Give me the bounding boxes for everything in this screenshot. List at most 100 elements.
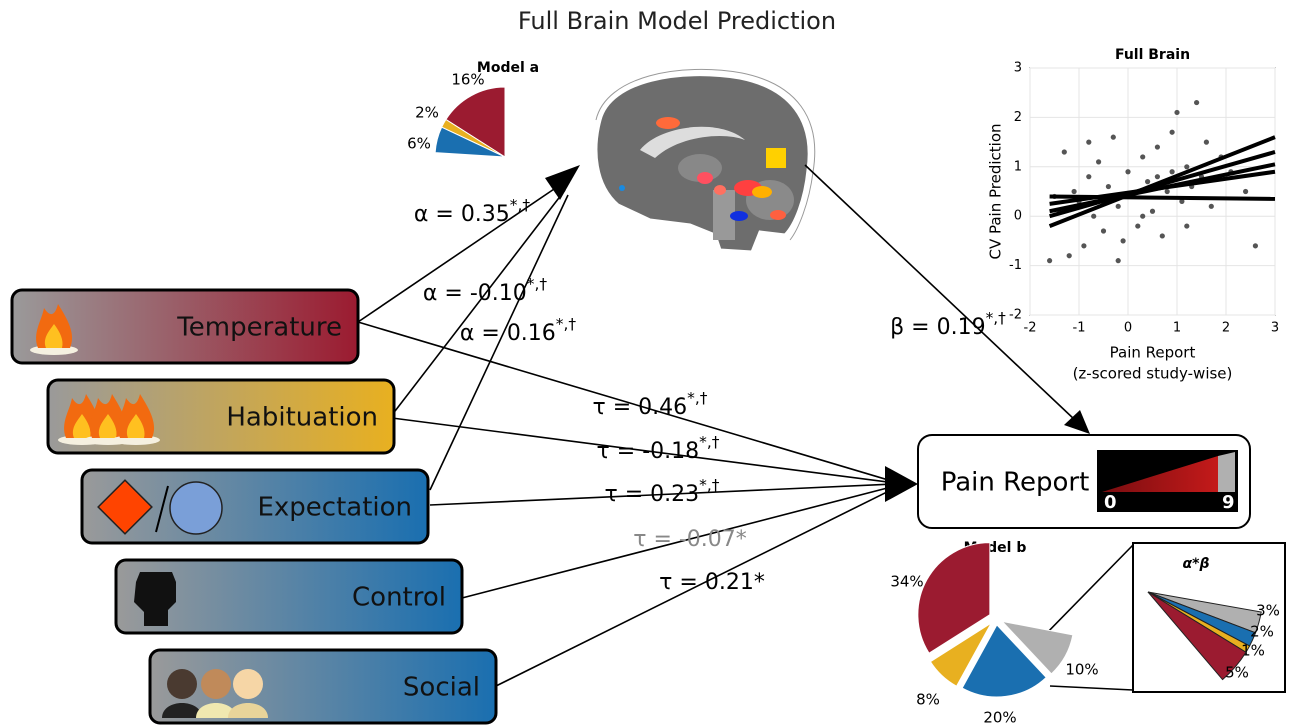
scatter-point: [1209, 204, 1214, 209]
path-coefficient: α = 0.35*,†: [414, 196, 530, 228]
slice-label: 34%: [890, 573, 923, 591]
x-axis-label: (z-scored study-wise): [1073, 365, 1233, 383]
predictor-label: Social: [403, 673, 480, 703]
y-tick-label: -1: [1009, 258, 1022, 273]
y-tick-label: 0: [1014, 209, 1022, 224]
scatter-point: [1101, 228, 1106, 233]
coefficient-sup: *,†: [510, 196, 531, 214]
scatter-point: [1067, 253, 1072, 258]
coefficient-sup: *,†: [699, 433, 720, 451]
coefficient-text: τ = -0.07*: [633, 527, 747, 552]
x-tick-label: -1: [1073, 321, 1086, 336]
scatter-point: [1174, 110, 1179, 115]
x-tick-label: 1: [1173, 321, 1181, 336]
scatter-point: [1194, 100, 1199, 105]
coefficient-text: τ = 0.46: [593, 395, 688, 420]
person-head: [201, 669, 231, 699]
x-tick-label: -2: [1024, 321, 1037, 336]
x-axis-label: Pain Report: [1110, 344, 1196, 362]
coefficient-sup: *,†: [687, 389, 708, 407]
scatter-point: [1253, 243, 1258, 248]
path-coefficient: τ = 0.46*,†: [593, 389, 708, 421]
x-tick-label: 3: [1271, 321, 1279, 336]
scatter-point: [1072, 189, 1077, 194]
predictor-label: Control: [352, 583, 446, 613]
outcome-label: Pain Report: [941, 468, 1090, 498]
scatter-point: [1116, 258, 1121, 263]
predictor-box: Habituation: [48, 380, 394, 453]
scatter-point: [1121, 238, 1126, 243]
scatter-point: [1086, 140, 1091, 145]
scatter-point: [1184, 164, 1189, 169]
person-head: [233, 669, 263, 699]
scatter-point: [1170, 130, 1175, 135]
scatter-point: [1243, 189, 1248, 194]
scatter-point: [1062, 149, 1067, 154]
path-coefficient: α = -0.10*,†: [423, 275, 547, 307]
slice-label: 16%: [451, 71, 484, 89]
predictor-box: Control: [116, 560, 462, 633]
scatter-point: [1096, 159, 1101, 164]
predictor-icon: [162, 669, 268, 718]
slice-label: 20%: [983, 709, 1016, 725]
scatter-point: [1091, 214, 1096, 219]
scatter-point: [1116, 204, 1121, 209]
slice-label: 3%: [1256, 602, 1280, 620]
title: Full Brain Model Prediction: [518, 7, 836, 35]
x-tick-label: 0: [1124, 321, 1132, 336]
path-coefficient: α = 0.16*,†: [460, 315, 576, 347]
path-coefficient: τ = -0.18*,†: [597, 433, 720, 465]
scatter-point: [1155, 174, 1160, 179]
slice-label: 5%: [1225, 664, 1249, 682]
predictor-label: Expectation: [257, 493, 412, 523]
coefficient-sup: *,†: [527, 275, 548, 293]
brain-image: [596, 69, 815, 252]
coefficient-text: α = 0.16: [460, 321, 556, 346]
scatter-point: [1140, 154, 1145, 159]
scale-min: 0: [1104, 492, 1117, 513]
y-tick-label: 3: [1014, 61, 1022, 76]
scatter-point: [1165, 189, 1170, 194]
coefficient-sup: *,†: [556, 315, 577, 333]
scatter-point: [1086, 174, 1091, 179]
coefficient-text: τ = 0.23: [605, 482, 700, 507]
slice-label: 2%: [415, 104, 439, 122]
person-head: [167, 669, 197, 699]
predictor-box: Social: [150, 650, 496, 723]
scale-max: 9: [1222, 492, 1235, 513]
pie-title: Model a: [477, 60, 539, 76]
path-coefficient: τ = 0.23*,†: [605, 476, 720, 508]
scatter-point: [1047, 258, 1052, 263]
scatter-point: [1106, 184, 1111, 189]
scatter-point: [1170, 169, 1175, 174]
arrowhead: [545, 165, 580, 200]
predictor-label: Habituation: [226, 403, 378, 433]
coefficient-text: τ = -0.18: [597, 439, 700, 464]
scatter-point: [1204, 140, 1209, 145]
scatter-point: [1150, 209, 1155, 214]
scatter-point: [1140, 214, 1145, 219]
figure: Full Brain Model Prediction Pain: [0, 0, 1290, 725]
predictor-label: Temperature: [176, 313, 342, 343]
coefficient-sup: *,†: [986, 309, 1007, 327]
predictor-box: Expectation: [82, 470, 428, 543]
path-coefficient: τ = 0.21*: [659, 570, 765, 595]
slice-label: 1%: [1241, 642, 1265, 660]
y-tick-label: 2: [1014, 110, 1022, 125]
chart-title: Full Brain: [1115, 47, 1190, 63]
scatter-point: [1145, 179, 1150, 184]
scatter-point: [1160, 233, 1165, 238]
y-tick-label: 1: [1014, 159, 1022, 174]
scatter-point: [1184, 223, 1189, 228]
rating-scale: [1097, 450, 1238, 512]
scatter-point: [1081, 243, 1086, 248]
coefficient-text: τ = 0.21*: [659, 570, 765, 595]
scatter-point: [1155, 144, 1160, 149]
coefficient-sup: *,†: [699, 476, 720, 494]
slice-label: 10%: [1065, 661, 1098, 679]
scatter-point: [1125, 169, 1130, 174]
coefficient-text: α = 0.35: [414, 202, 510, 227]
arrowhead: [885, 466, 918, 502]
pie-title: α*β: [1183, 556, 1210, 572]
scatter-point: [1111, 135, 1116, 140]
